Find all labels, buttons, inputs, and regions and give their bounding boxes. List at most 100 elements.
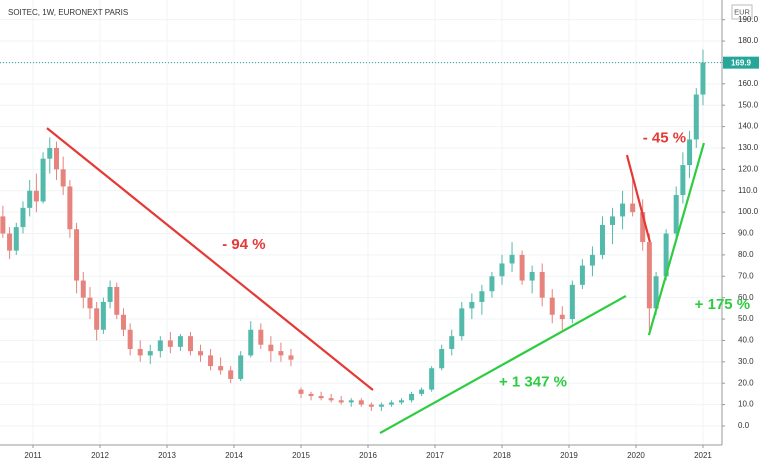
candle-body <box>419 389 425 394</box>
last-price-label: 169.9 <box>731 58 752 67</box>
candle-body <box>67 186 73 230</box>
candle-body <box>549 297 555 315</box>
x-tick-label: 2012 <box>91 451 109 460</box>
candle-body <box>318 396 324 399</box>
candle-body <box>687 139 693 166</box>
chart-title: SOITEC, 1W, EURONEXT PARIS <box>8 8 128 17</box>
y-tick-label: 50.0 <box>738 314 754 323</box>
annotation: + 1 347 % <box>499 373 567 390</box>
y-tick-label: 0.0 <box>738 421 750 430</box>
y-tick-label: 40.0 <box>738 336 754 345</box>
candle-body <box>459 308 465 337</box>
candle-body <box>646 242 652 309</box>
candle-body <box>238 355 244 379</box>
candle-body <box>157 340 163 352</box>
candle-body <box>74 229 80 281</box>
candle-body <box>509 254 515 264</box>
candle-body <box>479 291 485 302</box>
candle-body <box>409 393 415 401</box>
candle-body <box>208 355 214 367</box>
candle-body <box>27 190 33 208</box>
candle-body <box>53 147 59 170</box>
x-tick-label: 2021 <box>694 451 712 460</box>
candle-body <box>398 400 404 403</box>
candle-body <box>198 351 204 356</box>
candle-body <box>60 169 66 187</box>
y-tick-label: 150.0 <box>738 100 759 109</box>
candle-body <box>529 272 535 281</box>
candle-body <box>114 286 120 315</box>
candle-body <box>298 389 304 394</box>
candle-body <box>94 308 100 330</box>
candle-body <box>489 276 495 292</box>
candle-body <box>559 314 565 320</box>
candle-body <box>640 212 646 243</box>
candle-body <box>328 398 334 401</box>
x-tick-label: 2013 <box>158 451 176 460</box>
candle-body <box>388 402 394 405</box>
x-tick-label: 2017 <box>426 451 444 460</box>
y-tick-label: 80.0 <box>738 250 754 259</box>
candle-body <box>700 62 706 95</box>
candle-body <box>308 393 314 397</box>
candle-body <box>187 336 193 352</box>
candle-body <box>107 286 113 302</box>
candle-body <box>7 233 13 251</box>
candle-body <box>120 314 126 330</box>
y-tick-label: 180.0 <box>738 36 759 45</box>
candle-body <box>569 284 575 320</box>
candle-body <box>348 400 354 403</box>
candle-body <box>449 336 455 349</box>
candle-body <box>338 400 344 403</box>
candle-body <box>100 301 106 330</box>
x-tick-label: 2018 <box>493 451 511 460</box>
candle-body <box>87 297 93 309</box>
y-tick-label: 10.0 <box>738 400 754 409</box>
annotation: - 94 % <box>222 236 265 253</box>
candle-body <box>177 336 183 347</box>
candle-body <box>40 158 46 202</box>
candle-body <box>248 329 254 356</box>
candle-body <box>80 280 86 298</box>
y-tick-label: 190.0 <box>738 15 759 24</box>
candle-body <box>33 190 39 202</box>
candle-body <box>228 370 234 379</box>
currency-box[interactable] <box>731 4 753 20</box>
candle-body <box>137 348 143 356</box>
candle-body <box>268 344 274 352</box>
candle-body <box>167 340 173 347</box>
candle-body <box>0 216 6 234</box>
trend-line <box>379 294 627 434</box>
y-tick-label: 90.0 <box>738 229 754 238</box>
candle-body <box>358 400 364 405</box>
x-tick-label: 2020 <box>627 451 645 460</box>
y-tick-label: 140.0 <box>738 122 759 131</box>
annotation: - 45 % <box>643 130 686 147</box>
candle-body <box>499 263 505 277</box>
candle-body <box>653 276 659 309</box>
candle-body <box>368 404 374 407</box>
candle-body <box>630 203 636 213</box>
y-tick-label: 20.0 <box>738 378 754 387</box>
candle-body <box>47 147 53 159</box>
candle-body <box>147 351 153 356</box>
candle-body <box>469 301 475 309</box>
candle-body <box>599 224 605 255</box>
y-tick-label: 130.0 <box>738 143 759 152</box>
candle-body <box>258 329 264 345</box>
y-tick-label: 30.0 <box>738 357 754 366</box>
x-tick-label: 2016 <box>359 451 377 460</box>
annotation: + 175 % <box>695 296 750 313</box>
y-tick-label: 160.0 <box>738 79 759 88</box>
candle-body <box>429 368 435 390</box>
y-tick-label: 110.0 <box>738 186 758 195</box>
candle-body <box>439 348 445 369</box>
trend-line <box>46 127 374 391</box>
candle-body <box>620 203 626 217</box>
y-tick-label: 120.0 <box>738 164 759 173</box>
x-tick-label: 2011 <box>24 451 42 460</box>
y-tick-label: 70.0 <box>738 271 754 280</box>
candle-body <box>610 216 616 225</box>
candle-body <box>127 329 133 349</box>
candle-body <box>519 254 525 281</box>
